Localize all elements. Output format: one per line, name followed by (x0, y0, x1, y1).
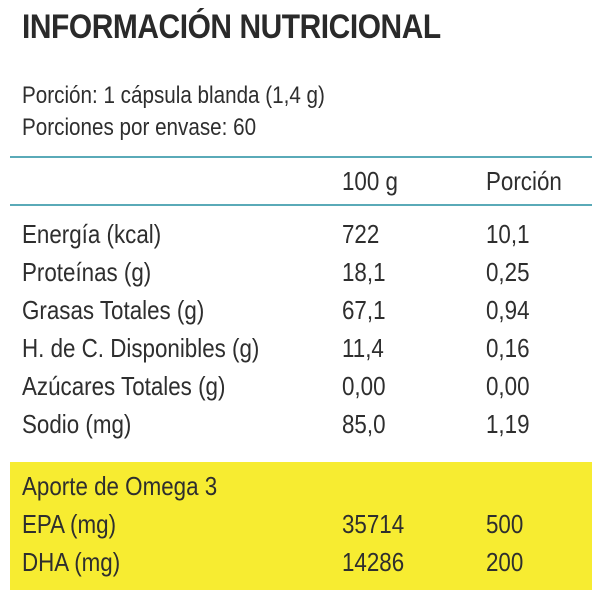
servings-per-container: Porciones por envase: 60 (22, 114, 257, 141)
row-fat-portion: 0,94 (486, 295, 530, 325)
row-carbs-portion: 0,16 (486, 333, 530, 363)
row-dha-portion: 200 (486, 547, 524, 577)
row-protein-portion: 0,25 (486, 257, 530, 287)
divider-header (10, 204, 592, 206)
row-protein-per100: 18,1 (342, 257, 386, 287)
omega-highlight-box (10, 462, 592, 590)
row-fat-per100: 67,1 (342, 295, 386, 325)
header-per-100g: 100 g (342, 166, 398, 196)
row-sugar-per100: 0,00 (342, 371, 386, 401)
row-epa-portion: 500 (486, 509, 524, 539)
row-carbs-name: H. de C. Disponibles (g) (22, 333, 260, 363)
row-energy-per100: 722 (342, 219, 380, 249)
row-dha-per100: 14286 (342, 547, 405, 577)
row-energy-name: Energía (kcal) (22, 219, 162, 249)
row-sodium-portion: 1,19 (486, 409, 530, 439)
row-epa-name: EPA (mg) (22, 509, 117, 539)
row-sugar-name: Azúcares Totales (g) (22, 371, 226, 401)
row-epa-per100: 35714 (342, 509, 405, 539)
row-dha-name: DHA (mg) (22, 547, 121, 577)
row-fat-name: Grasas Totales (g) (22, 295, 205, 325)
row-sodium-per100: 85,0 (342, 409, 386, 439)
row-protein-name: Proteínas (g) (22, 257, 152, 287)
row-sodium-name: Sodio (mg) (22, 409, 132, 439)
divider-top (10, 156, 592, 158)
header-per-portion: Porción (486, 166, 562, 196)
row-energy-portion: 10,1 (486, 219, 530, 249)
row-carbs-per100: 11,4 (342, 333, 384, 363)
omega-heading: Aporte de Omega 3 (22, 471, 218, 501)
row-sugar-portion: 0,00 (486, 371, 530, 401)
label-title: INFORMACIÓN NUTRICIONAL (22, 8, 441, 46)
serving-size: Porción: 1 cápsula blanda (1,4 g) (22, 82, 325, 109)
